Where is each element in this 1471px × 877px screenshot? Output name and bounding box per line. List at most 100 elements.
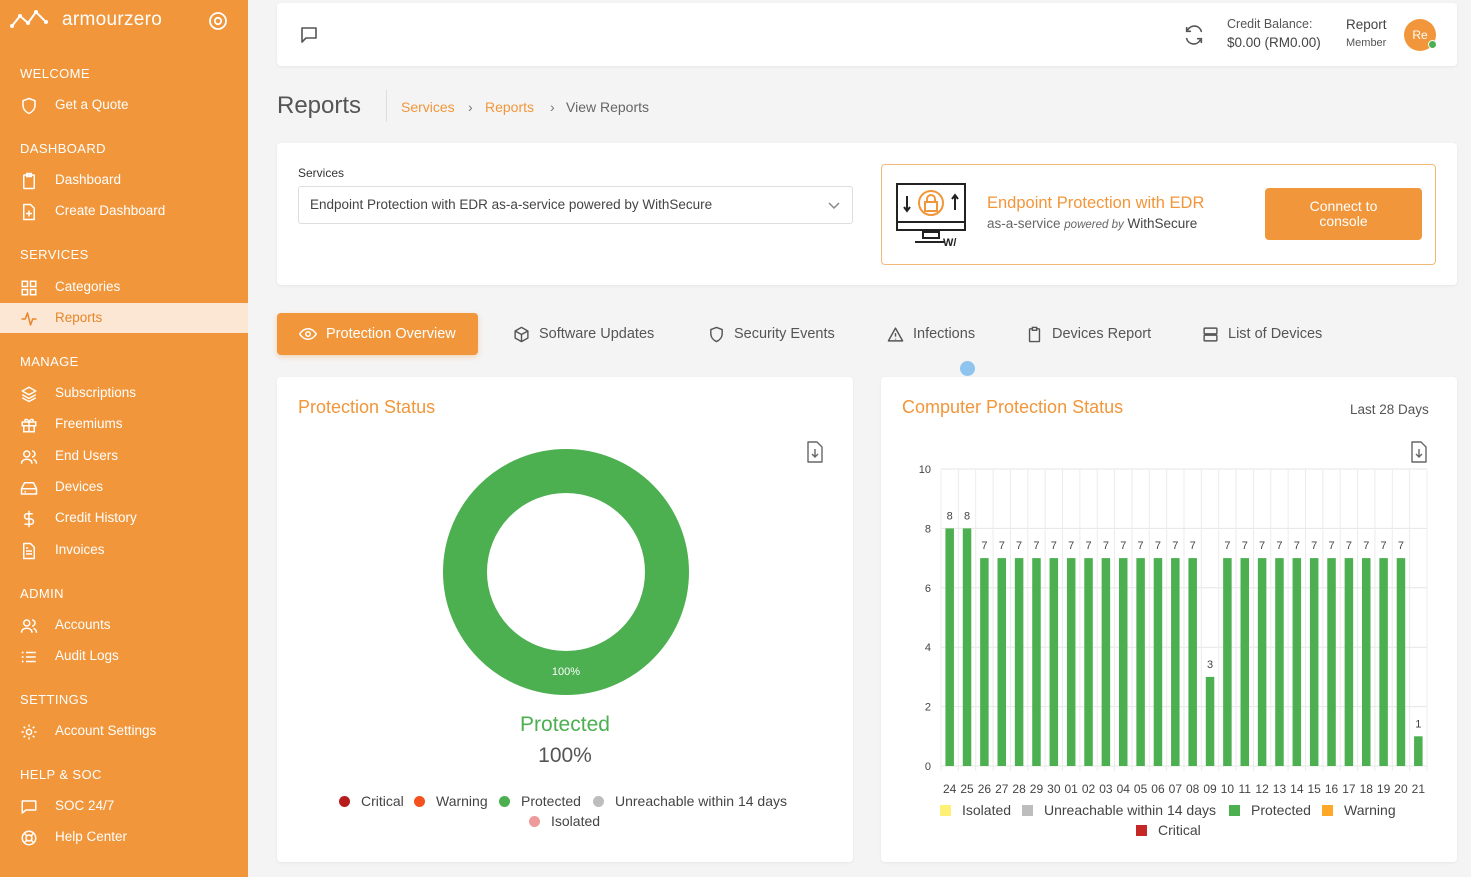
y-tick-label: 10 [919,464,931,476]
legend-unreachable[interactable]: Unreachable within 14 days [1022,802,1216,818]
legend-protected[interactable]: Protected [1229,802,1311,818]
bar-protected[interactable] [1379,558,1388,766]
sidebar-item-get-a-quote[interactable]: Get a Quote [0,90,248,120]
bar-protected[interactable] [1188,558,1197,766]
x-tick-label: 26 [978,782,992,796]
bar-protected[interactable] [997,558,1007,766]
bar-protected[interactable] [945,528,954,766]
legend-critical[interactable]: Critical [339,793,404,809]
sidebar-section-heading: DASHBOARD [20,141,106,156]
connect-to-console-button[interactable]: Connect to console [1265,188,1422,240]
users-icon [20,450,38,464]
tab-devices-report[interactable]: Devices Report [1026,313,1151,355]
breadcrumb-reports[interactable]: Reports [485,99,535,115]
collapse-sidebar-icon[interactable] [208,11,228,31]
sidebar-item-create-dashboard[interactable]: Create Dashboard [0,196,248,226]
bar-value-label: 7 [1103,540,1109,552]
bar-protected[interactable] [1153,558,1163,766]
sidebar-item-freemiums[interactable]: Freemiums [0,409,248,439]
tab-software-updates[interactable]: Software Updates [513,313,654,355]
protection-donut-chart: 100% [443,449,689,695]
sidebar-section-heading: SETTINGS [20,692,89,707]
sidebar-item-categories[interactable]: Categories [0,272,248,302]
sidebar-item-label: Get a Quote [55,97,129,112]
tab-list-of-devices[interactable]: List of Devices [1202,313,1322,355]
bar-protected[interactable] [1119,558,1128,766]
sidebar-item-invoices[interactable]: Invoices [0,535,248,565]
bar-protected[interactable] [1414,736,1423,766]
bar-protected[interactable] [1396,558,1406,766]
bar-protected[interactable] [1292,558,1302,766]
tab-infections[interactable]: Infections [887,313,975,355]
service-promo-panel: W/ Endpoint Protection with EDR as-a-ser… [881,164,1436,265]
sidebar-item-soc-24-7[interactable]: SOC 24/7 [0,791,248,821]
legend-critical[interactable]: Critical [1136,822,1201,838]
promo-title: Endpoint Protection with EDR [987,194,1205,212]
sidebar-section-heading: SERVICES [20,247,89,262]
x-tick-label: 10 [1221,782,1235,796]
x-tick-label: 06 [1151,782,1165,796]
sidebar-item-reports[interactable]: Reports [0,303,248,333]
bar-protected[interactable] [1223,558,1232,766]
donut-slice-protected[interactable] [443,449,689,695]
bar-protected[interactable] [1084,558,1093,766]
brand[interactable]: armourzero [10,6,240,36]
x-tick-label: 21 [1412,782,1426,796]
refresh-icon[interactable] [1183,24,1205,46]
sidebar-item-help-center[interactable]: Help Center [0,822,248,852]
legend-protected[interactable]: Protected [499,793,581,809]
bar-protected[interactable] [1309,558,1319,766]
tab-security-events[interactable]: Security Events [708,313,835,355]
bar-protected[interactable] [1101,558,1111,766]
sidebar-item-subscriptions[interactable]: Subscriptions [0,378,248,408]
sidebar-item-devices[interactable]: Devices [0,472,248,502]
breadcrumb-services[interactable]: Services [401,99,455,115]
bar-value-label: 7 [1016,540,1022,552]
bar-protected[interactable] [962,528,972,766]
avatar[interactable]: Re [1404,19,1437,51]
bar-protected[interactable] [1240,558,1250,766]
y-tick-label: 6 [925,583,931,595]
download-icon[interactable] [1409,441,1429,463]
x-tick-label: 24 [943,782,957,796]
date-range-label[interactable]: Last 28 Days [1350,402,1429,417]
bar-protected[interactable] [1257,558,1267,766]
bar-protected[interactable] [1362,558,1371,766]
sidebar-item-accounts[interactable]: Accounts [0,610,248,640]
sidebar-item-label: Audit Logs [55,648,119,663]
legend-unreachable[interactable]: Unreachable within 14 days [593,793,787,809]
bar-protected[interactable] [1032,558,1041,766]
protection-status-card: Protection Status 100% Protected 100% Cr… [277,377,853,862]
sidebar-item-credit-history[interactable]: Credit History [0,503,248,533]
legend-isolated[interactable]: Isolated [529,813,600,829]
tab-protection-overview[interactable]: Protection Overview [277,313,478,355]
download-icon[interactable] [805,441,825,463]
bar-protected[interactable] [1327,558,1336,766]
legend-isolated[interactable]: Isolated [940,802,1011,818]
bar-protected[interactable] [1171,558,1180,766]
bar-protected[interactable] [1014,558,1024,766]
bar-protected[interactable] [1344,558,1354,766]
chat-icon[interactable] [299,25,319,45]
bar-protected[interactable] [980,558,989,766]
sidebar-item-dashboard[interactable]: Dashboard [0,165,248,195]
bar-protected[interactable] [1205,676,1215,766]
legend-warning[interactable]: Warning [414,793,488,809]
breadcrumb-current: View Reports [566,99,650,115]
bar-protected[interactable] [1136,558,1145,766]
bar-protected[interactable] [1066,558,1076,766]
bar-value-label: 7 [1172,540,1178,552]
services-select[interactable]: Endpoint Protection with EDR as-a-servic… [298,186,853,224]
x-tick-label: 25 [960,782,974,796]
x-tick-label: 09 [1203,782,1217,796]
bar-protected[interactable] [1275,558,1284,766]
legend-warning[interactable]: Warning [1322,802,1396,818]
sidebar-item-audit-logs[interactable]: Audit Logs [0,641,248,671]
donut-slice-label: 100% [552,666,580,678]
bar-value-label: 7 [1085,540,1091,552]
svg-text:W/: W/ [943,237,956,248]
sidebar-item-end-users[interactable]: End Users [0,441,248,471]
bar-protected[interactable] [1049,558,1059,766]
user-name[interactable]: Report [1346,17,1387,32]
sidebar-item-account-settings[interactable]: Account Settings [0,716,248,746]
